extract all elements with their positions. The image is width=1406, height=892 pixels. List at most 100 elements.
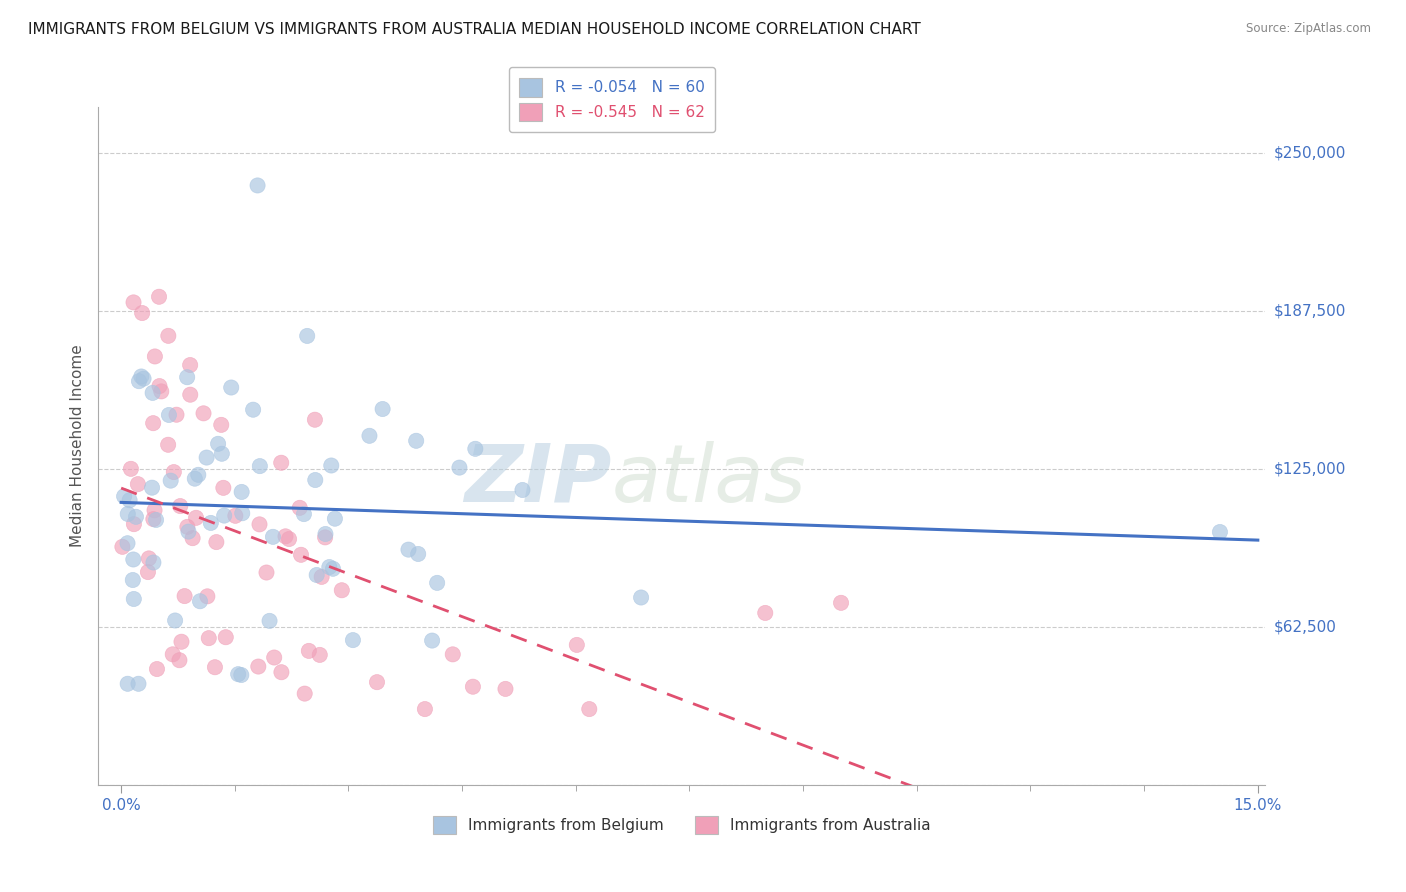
Point [179, 387, 201, 401]
Point [176, 520, 198, 534]
Text: IMMIGRANTS FROM BELGIUM VS IMMIGRANTS FROM AUSTRALIA MEDIAN HOUSEHOLD INCOME COR: IMMIGRANTS FROM BELGIUM VS IMMIGRANTS FR… [28, 22, 921, 37]
Point [142, 512, 165, 526]
Point [461, 680, 484, 694]
Point [207, 437, 229, 451]
Text: $125,000: $125,000 [1274, 461, 1346, 476]
Point [1209, 524, 1232, 539]
Point [145, 513, 167, 527]
Point [420, 633, 443, 648]
Point [127, 677, 149, 691]
Point [226, 667, 249, 681]
Point [294, 687, 316, 701]
Point [163, 465, 186, 479]
Point [305, 568, 328, 582]
Point [165, 614, 187, 628]
Text: ZIP: ZIP [464, 441, 612, 519]
Point [122, 295, 145, 310]
Point [143, 503, 166, 517]
Point [263, 650, 285, 665]
Point [830, 596, 852, 610]
Point [150, 384, 173, 399]
Point [143, 350, 166, 364]
Text: $187,500: $187,500 [1274, 303, 1346, 318]
Point [249, 517, 271, 532]
Point [270, 456, 292, 470]
Point [413, 702, 436, 716]
Point [270, 665, 292, 680]
Point [295, 329, 318, 343]
Point [157, 328, 180, 343]
Point [247, 659, 270, 673]
Point [169, 499, 191, 513]
Point [193, 406, 215, 420]
Point [125, 509, 148, 524]
Point [211, 447, 233, 461]
Point [122, 517, 145, 532]
Point [246, 178, 269, 193]
Point [219, 380, 242, 394]
Point [122, 592, 145, 607]
Point [162, 648, 184, 662]
Point [405, 434, 427, 448]
Point [166, 408, 188, 422]
Point [359, 429, 381, 443]
Point [122, 552, 145, 566]
Point [212, 481, 235, 495]
Point [112, 489, 135, 503]
Point [111, 540, 134, 554]
Point [398, 542, 420, 557]
Point [318, 560, 340, 574]
Point [754, 606, 776, 620]
Point [128, 374, 150, 388]
Point [314, 527, 336, 541]
Point [231, 485, 253, 500]
Point [148, 290, 170, 304]
Point [231, 668, 253, 682]
Point [117, 677, 139, 691]
Point [290, 548, 312, 562]
Point [117, 507, 139, 521]
Point [170, 634, 193, 648]
Point [292, 507, 315, 521]
Point [169, 653, 191, 667]
Point [184, 472, 207, 486]
Point [308, 648, 330, 662]
Point [136, 565, 159, 579]
Point [132, 371, 155, 385]
Point [406, 547, 429, 561]
Point [512, 483, 534, 497]
Point [148, 379, 170, 393]
Point [195, 590, 218, 604]
Point [274, 529, 297, 543]
Point [187, 467, 209, 482]
Point [181, 531, 204, 545]
Point [146, 662, 169, 676]
Point [304, 413, 326, 427]
Point [121, 573, 143, 587]
Point [311, 570, 333, 584]
Point [200, 516, 222, 530]
Point [441, 648, 464, 662]
Point [157, 438, 180, 452]
Point [449, 460, 471, 475]
Point [142, 416, 165, 430]
Point [278, 532, 301, 546]
Text: atlas: atlas [612, 441, 807, 519]
Point [630, 591, 652, 605]
Point [142, 556, 165, 570]
Point [578, 702, 600, 716]
Point [131, 369, 153, 384]
Point [127, 477, 149, 491]
Point [322, 562, 344, 576]
Point [342, 633, 364, 648]
Point [314, 530, 336, 544]
Point [141, 481, 163, 495]
Point [204, 660, 226, 674]
Point [371, 402, 394, 417]
Point [197, 631, 219, 645]
Point [288, 500, 311, 515]
Point [262, 530, 284, 544]
Point [179, 358, 201, 372]
Point [120, 462, 142, 476]
Point [242, 402, 264, 417]
